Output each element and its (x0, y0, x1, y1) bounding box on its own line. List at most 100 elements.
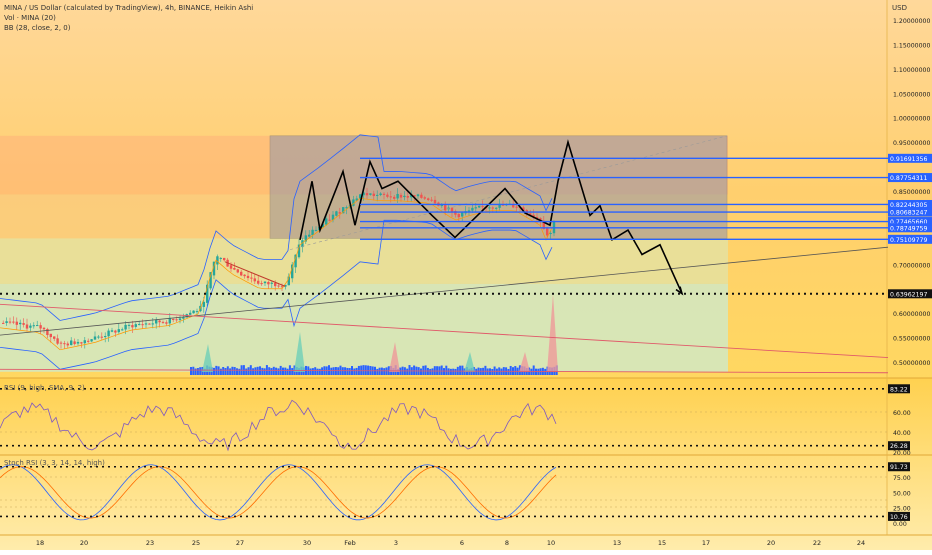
candle-body (280, 286, 284, 288)
volume-bar (199, 367, 202, 375)
level-price-tag (888, 199, 932, 209)
volume-bar (316, 368, 319, 375)
candle-body (535, 216, 539, 219)
candle-body (301, 240, 304, 248)
stoch-legend: Stoch RSI (3, 3, 14, 14, high) (4, 459, 105, 467)
lower-trendline (0, 368, 889, 374)
candle-body (141, 324, 144, 326)
rsi-level-text: 83.22 (890, 386, 908, 393)
volume-bar (440, 365, 443, 375)
candle-body (107, 330, 110, 337)
candle-body (25, 324, 29, 329)
volume-bar (378, 367, 381, 375)
volume-bar (222, 367, 225, 375)
volume-bar (452, 368, 455, 375)
candle-body (39, 325, 42, 329)
volume-legend: Vol · MINA (20) (4, 14, 56, 22)
volume-bar (544, 368, 547, 375)
rsi-level-tag (888, 441, 910, 451)
candle-body (19, 322, 22, 325)
x-tick-label: 22 (813, 539, 821, 547)
candle-body (165, 322, 168, 324)
candle-body (182, 317, 185, 319)
currency-label: USD (892, 4, 907, 12)
volume-bar (445, 365, 448, 375)
candle-body (314, 229, 318, 231)
price-tick-label: 1.15000000 (893, 42, 930, 49)
candle-body (362, 192, 365, 196)
level-price-text: 0.63962197 (890, 291, 927, 298)
candle-body (29, 325, 32, 328)
candle-body (270, 282, 273, 284)
candle-body (379, 193, 382, 196)
x-tick-label: Feb (344, 539, 356, 547)
candle-body (532, 214, 535, 218)
descending-trendline (0, 303, 889, 359)
stoch-k-line (0, 464, 557, 521)
candle-body (121, 329, 124, 331)
volume-bar (213, 367, 215, 375)
candle-body (461, 212, 464, 217)
candle-body (127, 324, 131, 326)
candle-body (325, 218, 328, 225)
candle-body (246, 275, 250, 279)
candle-body (209, 272, 212, 289)
candle-body (331, 214, 335, 221)
candle-body (430, 199, 433, 201)
candle-body (155, 319, 158, 324)
price-tick-label: 0.85000000 (893, 189, 930, 196)
volume-bar (321, 367, 324, 375)
volume-bar (376, 368, 379, 375)
x-tick-label: 20 (767, 539, 775, 547)
candle-body (97, 336, 100, 338)
candle-body (151, 323, 154, 325)
upper-zone (0, 194, 270, 239)
volume-bar (254, 367, 257, 375)
candle-body (308, 234, 311, 237)
volume-bar (424, 365, 427, 375)
candle-body (90, 339, 93, 342)
price-tick-label: 0.60000000 (893, 311, 930, 318)
rsi-tick-label: 60.00 (893, 410, 911, 417)
level-price-text: 0.75109779 (890, 237, 927, 244)
candle-body (253, 278, 256, 282)
volume-bar (408, 365, 411, 375)
candle-body (70, 340, 73, 346)
candle-body (376, 194, 379, 196)
volume-bar (383, 368, 386, 375)
candle-body (359, 194, 362, 199)
candle-body (386, 194, 389, 197)
level-price-tag (888, 217, 932, 227)
rsi-tick-label: 40.00 (893, 430, 911, 437)
stoch-tick-label: 0.00 (893, 521, 907, 528)
candle-body (36, 325, 39, 327)
candle-body (396, 193, 399, 199)
volume-bar (337, 367, 340, 375)
bb-basis (0, 197, 553, 351)
volume-bar (489, 368, 491, 375)
level-price-tag (888, 234, 932, 244)
price-tick-label: 0.50000000 (893, 360, 930, 367)
candle-body (342, 207, 345, 214)
volume-bar (277, 368, 280, 375)
volume-bar (247, 367, 250, 375)
volume-bar (291, 368, 294, 375)
candle-body (365, 193, 369, 196)
price-tick-label: 1.05000000 (893, 91, 930, 98)
candle-body (202, 301, 205, 307)
volume-bar (532, 365, 535, 375)
volume-bar (493, 366, 496, 375)
level-price-tag (888, 173, 932, 183)
candle-body (46, 328, 49, 336)
level-price-text: 0.82244305 (890, 202, 927, 209)
candle-body (12, 321, 15, 323)
lower-zone (0, 283, 728, 372)
volume-bar (364, 365, 367, 375)
candle-body (495, 207, 498, 209)
volume-bar (355, 367, 358, 375)
candle-body (274, 282, 277, 287)
candle-body (284, 284, 287, 287)
candle-body (216, 256, 219, 265)
